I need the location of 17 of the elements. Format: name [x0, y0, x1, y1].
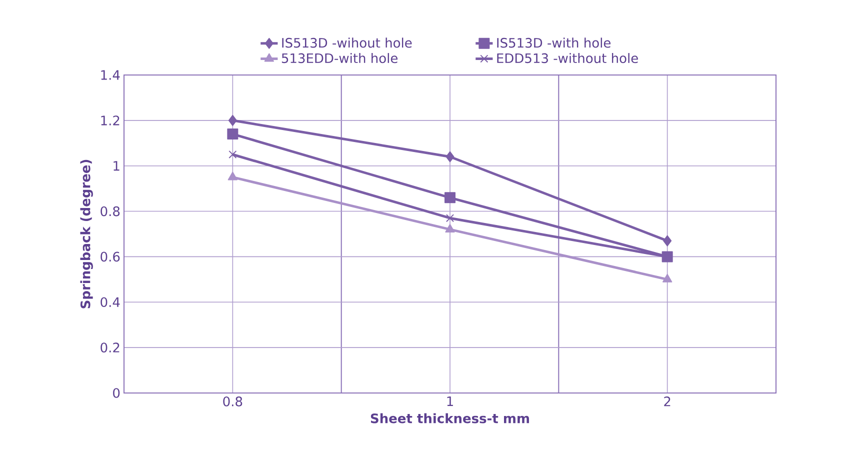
- y-tick-label: 1.2: [101, 116, 120, 126]
- legend-label: 513EDD-with hole: [282, 53, 398, 64]
- y-tick-label: 1: [114, 161, 120, 171]
- legend-label: EDD513 -without hole: [497, 53, 638, 64]
- y-axis-title: Springback (degree): [80, 160, 93, 308]
- y-tick-label: 0.2: [100, 342, 120, 352]
- y-tick-label: 1.4: [101, 70, 120, 80]
- y-tick-label: 0: [113, 388, 120, 398]
- legend-label: IS513D -with hole: [497, 38, 611, 48]
- legend-label: IS513D -wihout hole: [282, 38, 412, 48]
- x-tick-label: 1: [447, 396, 453, 406]
- x-tick-label: 0.8: [223, 396, 242, 406]
- y-tick-label: 0.6: [100, 252, 120, 262]
- x-tick-label: 2: [664, 396, 670, 406]
- y-tick-label: 0.8: [100, 206, 120, 216]
- y-tick-label: 0.4: [100, 297, 120, 308]
- x-axis-title: Sheet thickness-t mm: [370, 413, 529, 424]
